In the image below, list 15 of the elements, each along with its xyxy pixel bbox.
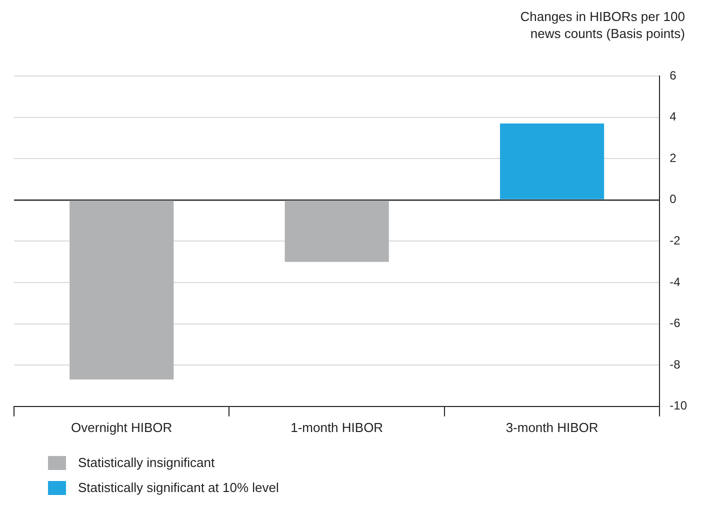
y-axis-title: Changes in HIBORs per 100 news counts (Basis points) — [519, 8, 685, 42]
legend-label: Statistically significant at 10% level — [78, 480, 279, 495]
legend-label: Statistically insignificant — [78, 455, 215, 470]
y-tick-label: 4 — [670, 110, 677, 124]
y-tick-label: -6 — [670, 316, 681, 330]
x-tick-label: 1-month HIBOR — [290, 420, 384, 435]
x-tick-label: Overnight HIBOR — [71, 420, 172, 435]
y-tick-label: 2 — [670, 150, 677, 165]
x-tick-label: 3-month HIBOR — [506, 420, 598, 435]
y-tick-label: -4 — [670, 274, 681, 289]
y-tick-label: -10 — [670, 398, 688, 413]
y-tick-label: 0 — [670, 192, 677, 206]
y-tick-label: -8 — [670, 357, 681, 372]
y-tick-label: -2 — [670, 234, 681, 248]
y-tick-label: 6 — [670, 68, 677, 82]
